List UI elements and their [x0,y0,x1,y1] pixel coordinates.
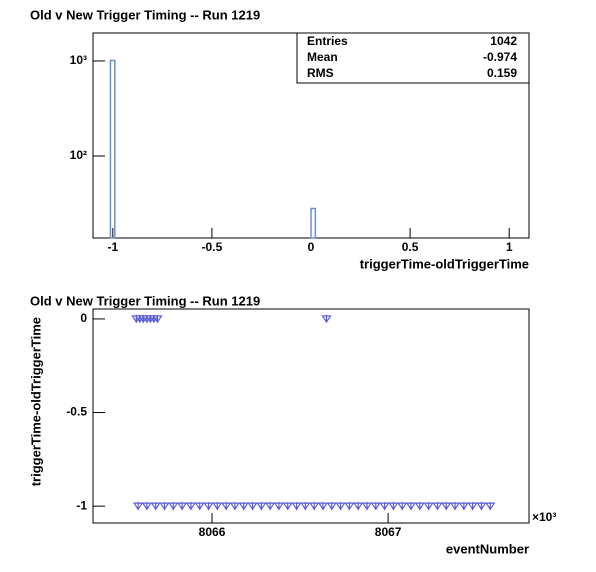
chart: Old v New Trigger Timing -- Run 1219 8066… [28,293,556,556]
point [221,502,232,511]
point [203,502,214,511]
point [476,502,487,511]
bar [109,59,116,239]
point [441,502,452,511]
point [326,502,337,511]
y-tick-label: -0.5 [66,405,87,419]
x-tick-label: 0 [308,240,315,254]
point [309,502,320,511]
point [256,502,267,511]
plot-frame [92,308,530,524]
point [370,502,381,511]
point [185,502,197,511]
stats-label: RMS [307,66,334,80]
x-axis-label: triggerTime-oldTriggerTime [360,256,529,271]
point [414,502,425,511]
point [291,502,302,511]
point [321,314,332,324]
bar [310,207,317,239]
x-tick-label: 0.5 [402,240,419,254]
point [273,502,285,511]
point [458,502,469,511]
point [361,502,373,511]
point [467,502,478,511]
point [485,502,496,511]
x-multiplier: ×10³ [532,510,556,524]
point [247,502,258,511]
chart: Old v New Trigger Timing -- Run 1219 -1 -0… [30,7,530,271]
x-tick-label: 8066 [199,525,226,539]
x-tick-label: -1 [107,240,118,254]
chart-title: Old v New Trigger Timing -- Run 1219 [30,7,260,22]
x-tick-label: 1 [506,240,513,254]
point [449,502,461,511]
point [132,502,144,511]
y-tick-label: 10³ [70,53,87,67]
stats-value: 1042 [490,34,517,48]
point [379,502,390,511]
point [194,502,205,511]
point [238,502,249,511]
stats-box [296,32,530,84]
stats-value: 0.159 [487,66,517,80]
point [229,502,241,511]
y-tick-label: 0 [80,311,87,325]
point [159,502,170,511]
stats-value: -0.974 [483,50,517,64]
point [335,502,346,511]
point [141,502,153,511]
point [150,502,161,511]
point [344,502,355,511]
point [388,502,399,511]
y-axis-label: triggerTime-oldTriggerTime [28,317,43,486]
point [152,314,163,324]
point [405,502,417,511]
point [282,502,293,511]
point [397,502,408,511]
x-tick-label: 8067 [375,525,402,539]
point [432,502,443,511]
point [168,502,179,511]
point [212,502,223,511]
chart-title: Old v New Trigger Timing -- Run 1219 [30,293,260,308]
point [353,502,364,511]
x-axis-label: eventNumber [446,541,529,556]
point [176,502,188,511]
point [300,502,311,511]
point [317,502,329,511]
x-tick-label: -0.5 [202,240,223,254]
point [265,502,276,511]
y-tick-label: 10² [70,148,87,162]
stats-label: Entries [307,34,348,48]
point [423,502,434,511]
stats-label: Mean [307,50,338,64]
y-tick-label: -1 [76,498,87,512]
